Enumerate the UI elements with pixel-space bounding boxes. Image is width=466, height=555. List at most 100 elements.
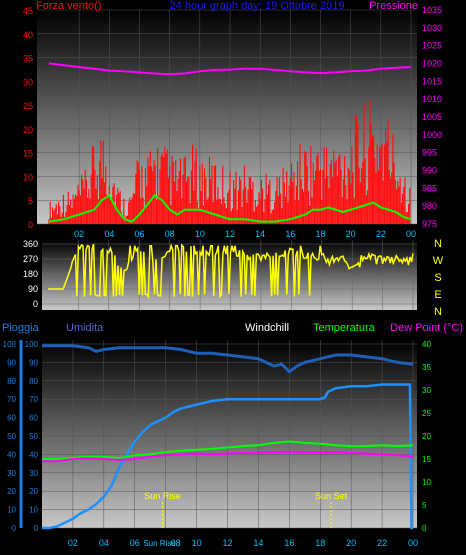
sunset-label: Sun Set [315,491,348,501]
wind-tick-20: 20 [23,125,33,135]
humidity-tick-30: 30 [29,469,38,478]
rain-tick-30: 30 [7,469,16,478]
x-tick-06: 06 [134,229,144,239]
pressure-tick-1015: 1015 [422,76,442,86]
rain-tick-50: 50 [7,432,16,441]
x-tick-12: 12 [225,229,235,239]
x3-tick-14: 14 [253,538,263,548]
x3-tick-12: 12 [222,538,232,548]
humidity-tick-80: 80 [29,377,38,386]
wind-tick-45: 45 [23,6,33,16]
compass-N-4: N [434,306,442,318]
dir-tick-180: 180 [23,269,38,279]
windchill-label: Windchill [245,322,289,334]
rain-tick-10: 10 [7,506,16,515]
series-2 [48,243,414,300]
wind-tick-35: 35 [23,54,33,64]
x3-tick-02: 02 [68,538,78,548]
rain-tick-0: 0 [12,524,17,533]
pressure-line [48,62,412,76]
rain-tick-20: 20 [7,487,16,496]
x-tick-20: 20 [346,229,356,239]
pressure-tick-1005: 1005 [422,112,442,122]
compass-E-3: E [434,289,441,301]
series-3: Sun Rise Sun Set [42,344,414,530]
pressure-axis-label: Pressione [369,0,418,12]
pressure-tick-1030: 1030 [422,23,442,33]
temp-tick-35: 35 [422,363,431,372]
humidity-tick-60: 60 [29,414,38,423]
temp-tick-5: 5 [422,501,427,510]
temp-tick-10: 10 [422,478,431,487]
x3-tick-00: 00 [408,538,418,548]
wind-axis-label: Forza vento() [36,0,101,12]
humidity-tick-20: 20 [29,487,38,496]
rain-tick-40: 40 [7,450,16,459]
pressure-tick-980: 980 [422,201,437,211]
wind-direction-line [48,243,414,300]
humidity-axis-label: Umidita [66,322,104,334]
rain-line [42,383,413,530]
x-tick-10: 10 [195,229,205,239]
wind-pressure-panel: 0510152025303540459759809859909951000100… [23,0,442,239]
pressure-tick-995: 995 [422,148,437,158]
temp-tick-30: 30 [422,386,431,395]
temp-tick-15: 15 [422,455,431,464]
humidity-tick-50: 50 [29,432,38,441]
dir-tick-0: 0 [33,299,38,309]
x3-tick-08: 08 [171,538,181,548]
wind-tick-10: 10 [23,172,33,182]
x3-tick-06: 06 [130,538,140,548]
temperature-line [42,440,414,460]
rain-tick-70: 70 [7,395,16,404]
wind-tick-5: 5 [28,196,33,206]
rain-axis-label: Pioggia [2,322,40,334]
x-tick-14: 14 [255,229,265,239]
x-tick-18: 18 [315,229,325,239]
x-tick-22: 22 [376,229,386,239]
x3-tick-10: 10 [192,538,202,548]
pressure-tick-1035: 1035 [422,5,442,15]
dir-tick-90: 90 [28,284,38,294]
temp-tick-25: 25 [422,409,431,418]
pressure-tick-975: 975 [422,219,437,229]
pressure-tick-990: 990 [422,166,437,176]
humidity-tick-40: 40 [29,450,38,459]
dir-tick-270: 270 [23,254,38,264]
x3-tick-Sun-Rise: Sun Rise [143,539,176,548]
temp-tick-0: 0 [422,524,427,533]
dir-tick-360: 360 [23,239,38,249]
compass-W-1: W [433,255,444,267]
temp-tick-20: 20 [422,432,431,441]
wind-tick-40: 40 [23,30,33,40]
temp-tick-40: 40 [422,340,431,349]
humidity-tick-100: 100 [25,340,39,349]
rain-tick-60: 60 [7,414,16,423]
rain-tick-90: 90 [7,358,16,367]
rain-tick-100: 100 [3,340,17,349]
x3-tick-16: 16 [284,538,294,548]
x3-tick-20: 20 [346,538,356,548]
x-tick-04: 04 [104,229,114,239]
wind-tick-0: 0 [28,220,33,230]
humidity-tick-70: 70 [29,395,38,404]
sunrise-label: Sun Rise [144,491,181,501]
dewpoint-line [42,450,414,463]
humidity-tick-10: 10 [29,506,38,515]
x3-tick-18: 18 [315,538,325,548]
x-tick-08: 08 [165,229,175,239]
x-tick-02: 02 [74,229,84,239]
pressure-tick-1020: 1020 [422,59,442,69]
compass-N-0: N [434,238,442,250]
x3-tick-04: 04 [99,538,109,548]
humidity-tick-90: 90 [29,358,38,367]
pressure-tick-1025: 1025 [422,41,442,51]
dewpoint-label: Dew Point (°C) [390,322,463,334]
chart-title: 24 hour graph day: 19 Ottobre 2019 [170,0,345,12]
wind-gust-series [48,100,411,224]
